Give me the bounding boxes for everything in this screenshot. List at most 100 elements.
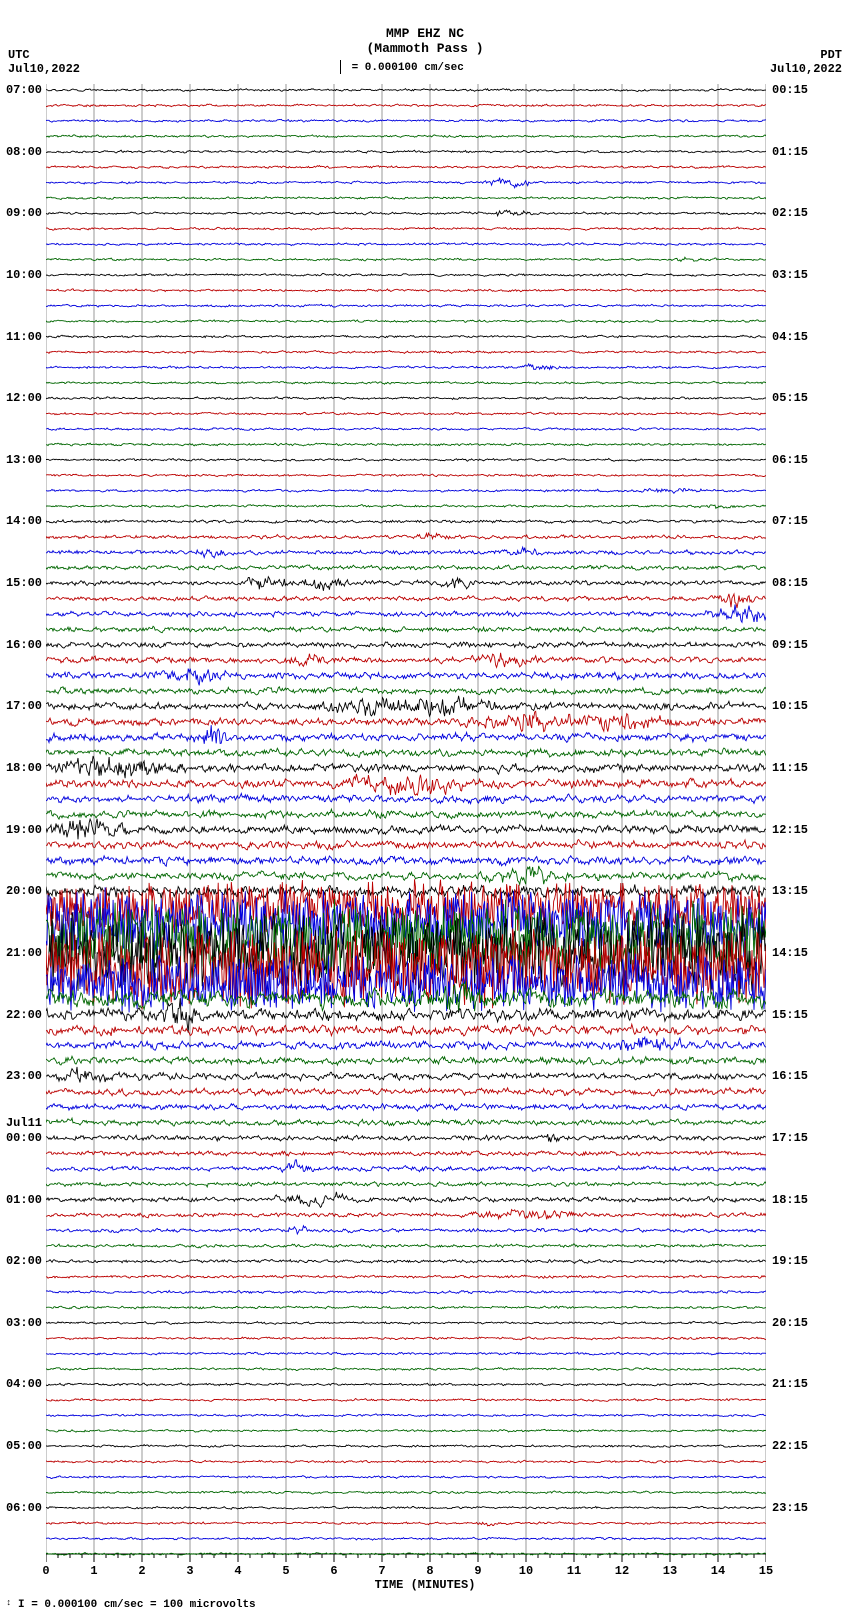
trace-75 [46, 1244, 766, 1248]
trace-33 [46, 594, 766, 608]
trace-4 [46, 150, 766, 153]
right-time-label: 23:15 [772, 1501, 816, 1515]
trace-69 [46, 1151, 766, 1156]
x-tick-label: 8 [426, 1564, 433, 1578]
x-tick-label: 4 [234, 1564, 241, 1578]
trace-71 [46, 1182, 766, 1187]
trace-28 [46, 520, 766, 524]
right-time-label: 11:15 [772, 761, 816, 775]
trace-20 [46, 397, 766, 400]
trace-46 [46, 793, 766, 803]
trace-92 [46, 1506, 766, 1509]
trace-79 [46, 1306, 766, 1309]
station-code: MMP EHZ NC [0, 26, 850, 41]
right-time-label: 06:15 [772, 453, 816, 467]
right-time-label: 08:15 [772, 576, 816, 590]
trace-74 [46, 1226, 766, 1234]
trace-42 [46, 725, 766, 744]
trace-6 [46, 178, 766, 188]
right-time-label: 05:15 [772, 391, 816, 405]
trace-13 [46, 289, 766, 292]
x-tick-label: 12 [615, 1564, 629, 1578]
station-name: (Mammoth Pass ) [0, 41, 850, 56]
trace-11 [46, 257, 766, 261]
trace-14 [46, 304, 766, 307]
trace-0 [46, 89, 766, 92]
trace-15 [46, 320, 766, 323]
x-tick-label: 15 [759, 1564, 773, 1578]
trace-80 [46, 1321, 766, 1324]
trace-25 [46, 474, 766, 477]
x-tick-label: 6 [330, 1564, 337, 1578]
x-tick-label: 13 [663, 1564, 677, 1578]
left-time-label: 04:00 [2, 1377, 42, 1391]
trace-89 [46, 1460, 766, 1463]
right-time-label: 13:15 [772, 884, 816, 898]
right-time-label: 20:15 [772, 1316, 816, 1330]
x-axis-title: TIME (MINUTES) [0, 1578, 850, 1592]
trace-47 [46, 809, 766, 819]
tz-left-date: Jul10,2022 [8, 62, 80, 76]
trace-1 [46, 104, 766, 107]
left-time-label: 21:00 [2, 946, 42, 960]
trace-62 [46, 1037, 766, 1051]
trace-70 [46, 1160, 766, 1172]
trace-50 [46, 856, 766, 867]
right-time-label: 22:15 [772, 1439, 816, 1453]
trace-93 [46, 1522, 766, 1526]
left-time-label: 05:00 [2, 1439, 42, 1453]
trace-77 [46, 1275, 766, 1278]
right-time-label: 07:15 [772, 514, 816, 528]
trace-76 [46, 1260, 766, 1264]
right-time-label: 14:15 [772, 946, 816, 960]
left-time-label: 19:00 [2, 823, 42, 837]
right-time-label: 12:15 [772, 823, 816, 837]
left-time-label: 18:00 [2, 761, 42, 775]
trace-2 [46, 119, 766, 122]
left-time-label: 16:00 [2, 638, 42, 652]
trace-61 [46, 1024, 766, 1036]
trace-40 [46, 696, 766, 716]
trace-90 [46, 1476, 766, 1479]
trace-45 [46, 774, 766, 795]
scale-text: = 0.000100 cm/sec [352, 62, 464, 74]
trace-24 [46, 458, 766, 461]
x-tick-label: 10 [519, 1564, 533, 1578]
x-tick-label: 0 [42, 1564, 49, 1578]
left-time-label: 00:00 [2, 1131, 42, 1145]
trace-37 [46, 653, 766, 668]
right-time-label: 21:15 [772, 1377, 816, 1391]
left-time-label: 07:00 [2, 83, 42, 97]
x-tick-label: 3 [186, 1564, 193, 1578]
x-tick-label: 5 [282, 1564, 289, 1578]
left-time-label: 23:00 [2, 1069, 42, 1083]
left-time-label: 17:00 [2, 699, 42, 713]
right-time-label: 04:15 [772, 330, 816, 344]
trace-27 [46, 505, 766, 509]
trace-31 [46, 565, 766, 570]
trace-43 [46, 748, 766, 757]
trace-94 [46, 1537, 766, 1540]
trace-38 [46, 669, 766, 686]
trace-41 [46, 711, 766, 731]
trace-88 [46, 1445, 766, 1448]
trace-10 [46, 243, 766, 246]
footnote-text: ↕ I = 0.000100 cm/sec = 100 microvolts [6, 1598, 256, 1611]
right-time-label: 16:15 [772, 1069, 816, 1083]
trace-66 [46, 1104, 766, 1111]
right-time-label: 01:15 [772, 145, 816, 159]
left-time-label: 12:00 [2, 391, 42, 405]
right-time-label: 19:15 [772, 1254, 816, 1268]
left-time-label: 13:00 [2, 453, 42, 467]
tz-right-date: Jul10,2022 [770, 62, 842, 76]
trace-65 [46, 1088, 766, 1097]
scale-bar-icon [340, 60, 341, 74]
seismogram-plot [46, 84, 766, 1568]
right-time-label: 10:15 [772, 699, 816, 713]
trace-84 [46, 1383, 766, 1386]
right-time-label: 17:15 [772, 1131, 816, 1145]
trace-86 [46, 1414, 766, 1417]
trace-9 [46, 227, 766, 230]
trace-16 [46, 335, 766, 338]
trace-8 [46, 210, 766, 216]
